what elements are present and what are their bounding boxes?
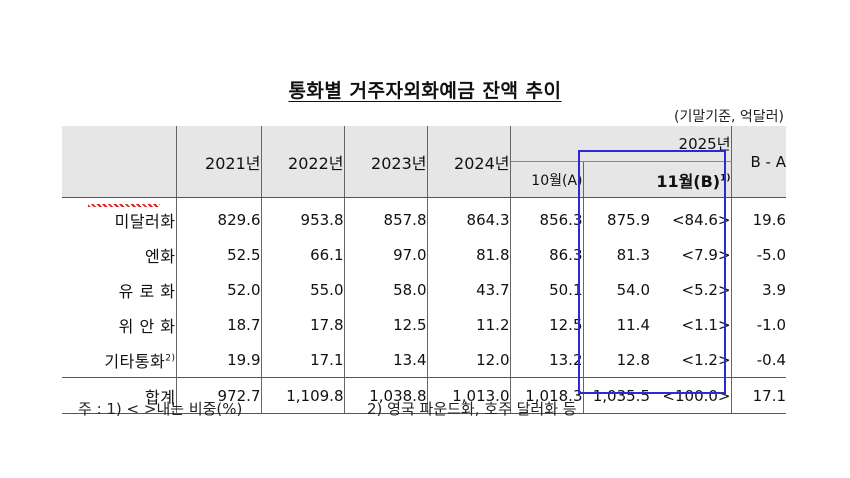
share-cell: <84.6> (650, 197, 732, 237)
header-year: 2021년 (176, 126, 262, 198)
nov-value-cell: 12.8 (616, 350, 650, 369)
value-cell: 81.8 (427, 237, 511, 272)
unit-label: (기말기준, 억달러) (674, 109, 784, 125)
diff-cell: 3.9 (762, 280, 787, 299)
diff-cell: 17.1 (731, 377, 787, 414)
header-year: 2024년 (427, 126, 511, 198)
value-cell: 18.7 (176, 307, 262, 342)
diff-cell: -1.0 (756, 315, 787, 334)
value-cell: 953.8 (261, 197, 345, 237)
value-cell: 1,013.0 (427, 377, 511, 414)
value-cell: 972.7 (176, 377, 262, 414)
header-year: 2023년 (344, 126, 428, 198)
header-group-2025: 2025년 (510, 126, 732, 162)
share-cell: <5.2> (650, 272, 732, 307)
value-cell: 12.0 (427, 342, 511, 378)
value-cell: 66.1 (261, 237, 345, 272)
table-row: 기타통화2) 19.9 17.1 13.4 12.0 13.2 12.8 <1.2> -0.4 (62, 342, 786, 378)
value-cell: 97.0 (344, 237, 428, 272)
share-cell: <7.9> (650, 237, 732, 272)
value-cell: 1,109.8 (261, 377, 345, 414)
value-cell: 19.9 (176, 342, 262, 378)
value-cell: 58.0 (344, 272, 428, 307)
nov-value-cell: 11.4 (616, 315, 650, 334)
balance-table: 2021년 2022년 2023년 2024년 2025년 B - A 10월(… (62, 126, 787, 414)
nov-value-cell: 81.3 (616, 245, 650, 264)
page-title: 통화별 거주자외화예금 잔액 추이 (288, 80, 562, 102)
value-cell: 1,018.3 (510, 377, 584, 414)
value-cell: 50.1 (510, 272, 584, 307)
share-cell: <1.1> (650, 307, 732, 342)
header-nov: 11월(B)1) (583, 161, 732, 198)
footnote-marker: 2) (165, 353, 176, 364)
value-cell: 12.5 (344, 307, 428, 342)
nov-value-cell: 1,035.5 (583, 377, 650, 414)
table-row: 엔화 52.5 66.1 97.0 81.8 86.3 81.3 <7.9> -5.0 (62, 237, 786, 272)
total-row: 합계 972.7 1,109.8 1,038.8 1,013.0 1,018.3 1,035… (62, 377, 787, 414)
row-label: 기타통화2) (62, 342, 177, 378)
row-label: 위 안 화 (62, 307, 177, 342)
nov-value-cell: 875.9 (607, 210, 650, 229)
row-label: 합계 (62, 377, 177, 414)
footnote-2: 2) 영국 파운드화, 호주 달러화 등 (367, 400, 577, 418)
value-cell: 17.1 (261, 342, 345, 378)
value-cell: 55.0 (261, 272, 345, 307)
value-cell: 13.4 (344, 342, 428, 378)
value-cell: 52.0 (176, 272, 262, 307)
value-cell: 43.7 (427, 272, 511, 307)
value-cell: 856.3 (510, 197, 584, 237)
diff-cell: -0.4 (756, 350, 787, 369)
nov-value-cell: 54.0 (616, 280, 650, 299)
header-row-top: 2021년 2022년 2023년 2024년 2025년 B - A (62, 126, 787, 198)
diff-cell: 19.6 (752, 210, 787, 229)
diff-cell: -5.0 (756, 245, 787, 264)
value-cell: 52.5 (176, 237, 262, 272)
header-blank (62, 126, 177, 198)
value-cell: 12.5 (510, 307, 584, 342)
value-cell: 13.2 (510, 342, 584, 378)
table-row: 유 로 화 52.0 55.0 58.0 43.7 50.1 54.0 <5.2> 3.9 (62, 272, 786, 307)
value-cell: 829.6 (176, 197, 262, 237)
footnote-1: 주 : 1) < >내는 비중(%) (78, 400, 243, 418)
share-cell: <100.0> (650, 377, 732, 414)
value-cell: 1,038.8 (344, 377, 428, 414)
value-cell: 17.8 (261, 307, 345, 342)
header-diff: B - A (731, 126, 787, 198)
share-cell: <1.2> (650, 342, 732, 378)
value-cell: 864.3 (427, 197, 511, 237)
row-label: 유 로 화 (62, 272, 177, 307)
table-row: 위 안 화 18.7 17.8 12.5 11.2 12.5 11.4 <1.1> -1.0 (62, 307, 786, 342)
spellcheck-underline (88, 204, 160, 207)
header-year: 2022년 (261, 126, 345, 198)
value-cell: 11.2 (427, 307, 511, 342)
value-cell: 857.8 (344, 197, 428, 237)
table-row: 미달러화 829.6 953.8 857.8 864.3 856.3 875.9 <84.6>… (62, 197, 787, 237)
row-label: 엔화 (62, 237, 177, 272)
value-cell: 86.3 (510, 237, 584, 272)
header-oct: 10월(A) (510, 161, 584, 198)
